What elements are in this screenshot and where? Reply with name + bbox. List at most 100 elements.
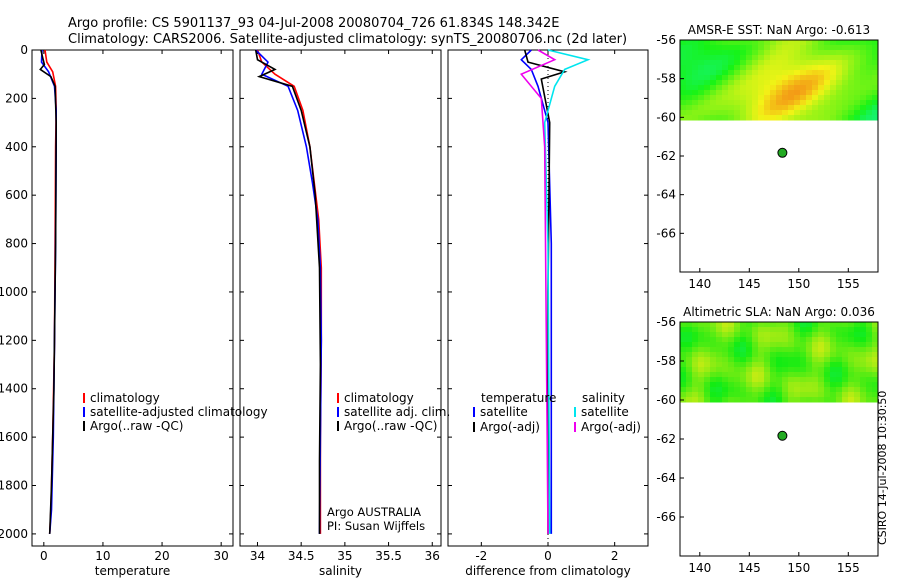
- sst_map-cell: [806, 60, 813, 66]
- sla_map-cell: [830, 392, 837, 398]
- sst_map-cell: [710, 110, 717, 116]
- sla_map-cell: [764, 362, 771, 368]
- sst_map-cell: [752, 115, 759, 121]
- sst_map-cell: [866, 70, 873, 76]
- sst_map-cell: [764, 70, 771, 76]
- sst_map-cell: [764, 90, 771, 96]
- sst_map-cell: [842, 95, 849, 101]
- timestamp-stamp: CSIRO 14-Jul-2008 10:30:50: [876, 391, 889, 545]
- sla_map-cell: [764, 397, 771, 403]
- sla_map-cell: [866, 347, 873, 353]
- sla_map-cell: [776, 352, 783, 358]
- sst_map-cell: [728, 40, 735, 46]
- sla_map-cell: [728, 347, 735, 353]
- sla_map-cell: [872, 367, 879, 373]
- sla_map-cell: [698, 392, 705, 398]
- sla_map-cell: [716, 397, 723, 403]
- sst_map-cell: [848, 105, 855, 111]
- sst_map-cell: [806, 90, 813, 96]
- sst_map-cell: [752, 60, 759, 66]
- sla_map-cell: [860, 382, 867, 388]
- sst_map-cell: [692, 95, 699, 101]
- sla_map-cell: [812, 352, 819, 358]
- sst_map-cell: [734, 70, 741, 76]
- sla_map-cell: [854, 387, 861, 393]
- sst_map-cell: [728, 65, 735, 71]
- sst_map-cell: [710, 70, 717, 76]
- sst_map-cell: [782, 65, 789, 71]
- sla_map-cell: [764, 342, 771, 348]
- sla_map-cell: [734, 372, 741, 378]
- sst_map-cell: [848, 65, 855, 71]
- sla_map-cell: [752, 347, 759, 353]
- sst_map-cell: [692, 115, 699, 121]
- sst_map-cell: [800, 55, 807, 61]
- sla_map-cell: [746, 377, 753, 383]
- sla_map-cell: [752, 352, 759, 358]
- sst_map-cell: [740, 45, 747, 51]
- sla_map-cell: [692, 342, 699, 348]
- sla_map-cell: [776, 387, 783, 393]
- sst_map-cell: [716, 100, 723, 106]
- sla_map-cell: [764, 372, 771, 378]
- depth-tick-label: 800: [5, 237, 28, 251]
- sla_map-cell: [770, 382, 777, 388]
- sla_map-cell: [836, 372, 843, 378]
- sla_map-cell: [776, 372, 783, 378]
- sla_map-cell: [782, 332, 789, 338]
- sst_map-cell: [824, 60, 831, 66]
- sst_map-cell: [680, 75, 687, 81]
- sst_map-cell: [758, 70, 765, 76]
- sst_map-cell: [698, 75, 705, 81]
- sla_map-cell: [752, 397, 759, 403]
- sla_map-cell: [686, 357, 693, 363]
- sla_map-cell: [770, 357, 777, 363]
- sla_map-cell: [776, 377, 783, 383]
- sla_map-cell: [722, 382, 729, 388]
- sla_map-cell: [860, 372, 867, 378]
- sla_map-cell: [812, 367, 819, 373]
- sla_map-cell: [866, 332, 873, 338]
- sst_map-cell: [764, 65, 771, 71]
- sst_map-cell: [812, 75, 819, 81]
- sst_map-cell: [824, 85, 831, 91]
- sst_map-cell: [698, 55, 705, 61]
- sla_map-cell: [728, 322, 735, 328]
- sla_map-cell: [842, 377, 849, 383]
- sla_map-cell: [728, 357, 735, 363]
- sst_map-cell: [818, 80, 825, 86]
- sst_map-cell: [842, 100, 849, 106]
- sla_map-cell: [692, 397, 699, 403]
- sst_map-cell: [854, 110, 861, 116]
- sla_map-cell: [752, 377, 759, 383]
- sla_map-cell: [746, 367, 753, 373]
- sla_map-cell: [686, 367, 693, 373]
- sst_map-cell: [704, 95, 711, 101]
- sla_map-cell: [770, 397, 777, 403]
- sla_map-cell: [746, 337, 753, 343]
- sst_map-cell: [716, 55, 723, 61]
- sst_map-cell: [776, 90, 783, 96]
- sst_map-cell: [806, 70, 813, 76]
- sst_map-cell: [848, 70, 855, 76]
- sst_map-cell: [776, 115, 783, 121]
- sst_map-cell: [746, 45, 753, 51]
- sla_map-cell: [782, 347, 789, 353]
- sst_map-cell: [692, 90, 699, 96]
- sla_map-cell: [728, 397, 735, 403]
- sla_map-cell: [800, 387, 807, 393]
- sla_map-cell: [782, 382, 789, 388]
- sla_map-cell: [752, 392, 759, 398]
- sst_map-cell: [716, 105, 723, 111]
- sla_map-cell: [698, 387, 705, 393]
- sla_map-cell: [860, 387, 867, 393]
- sla_map-cell: [860, 362, 867, 368]
- sla_map-cell: [782, 397, 789, 403]
- sst_map-cell: [716, 75, 723, 81]
- sst_map-cell: [692, 45, 699, 51]
- sst_map-cell: [710, 50, 717, 56]
- sla_map-cell: [806, 342, 813, 348]
- sla_map-cell: [692, 372, 699, 378]
- sst_map-cell: [806, 105, 813, 111]
- sla_map-cell: [848, 357, 855, 363]
